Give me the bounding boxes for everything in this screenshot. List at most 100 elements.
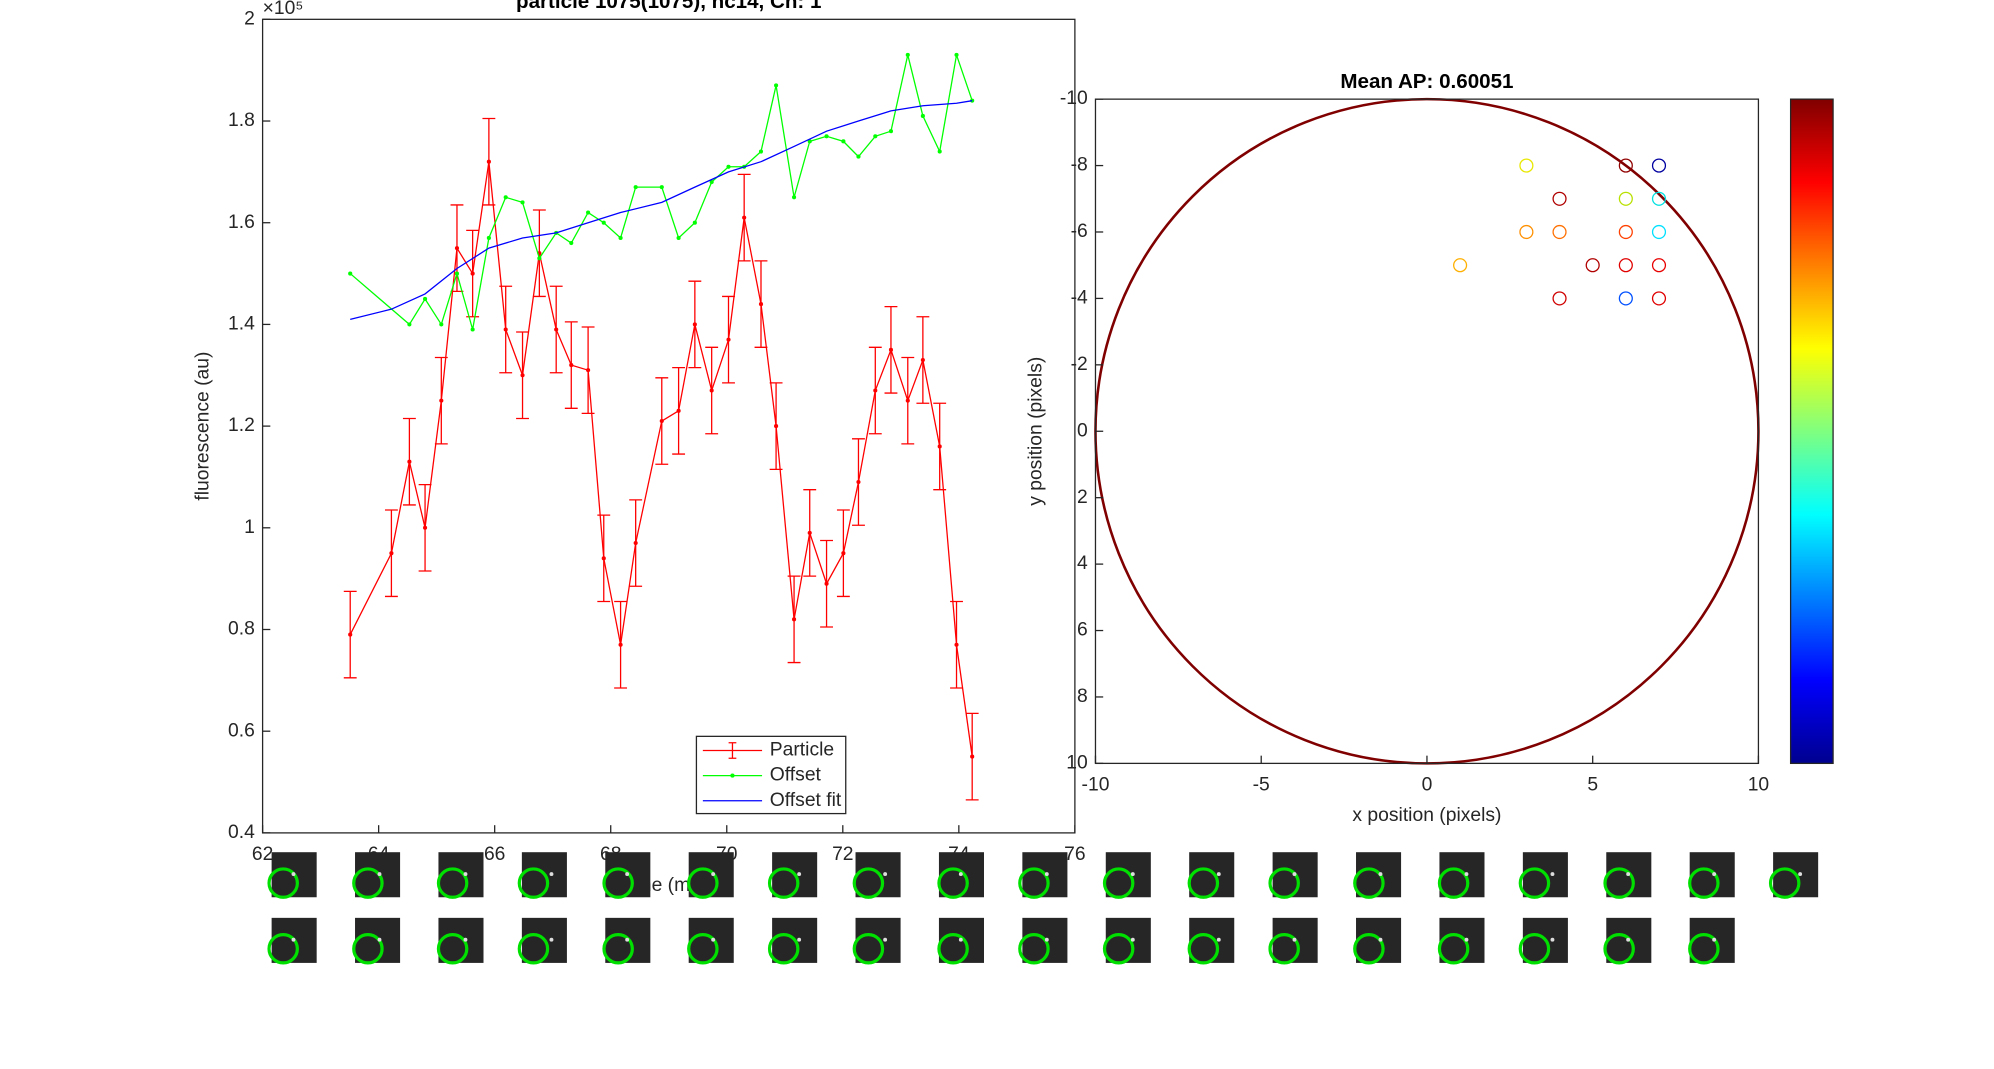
thumbnail: [517, 852, 567, 899]
thumbnail: [937, 917, 984, 965]
y-tick-label: -6: [1071, 221, 1088, 242]
data-point: [659, 185, 664, 190]
thumbnail: [436, 917, 484, 965]
data-point: [792, 617, 797, 622]
data-point: [486, 235, 491, 241]
data-point: [569, 363, 574, 368]
thumbnail-image: [1189, 917, 1235, 963]
thumbnail-spot: [463, 937, 468, 942]
thumbnail: [1437, 852, 1485, 899]
thumbnail-spot: [1378, 872, 1383, 877]
y-tick-label: -4: [1071, 288, 1088, 309]
data-point: [841, 551, 846, 556]
thumbnail-spot: [1044, 937, 1049, 942]
data-point: [954, 52, 959, 57]
thumbnail: [852, 917, 901, 965]
thumbnail: [1688, 917, 1735, 965]
thumbnail-ring: [1603, 932, 1635, 965]
y-axis-label: y position (pixels): [1025, 357, 1046, 506]
thumbnail-image: [1189, 852, 1235, 898]
thumbnail-ring: [1102, 932, 1135, 965]
data-point: [659, 418, 664, 424]
thumbnail-ring: [1187, 932, 1220, 965]
x-tick-label: 0: [1422, 774, 1433, 795]
thumbnail-ring: [1268, 867, 1300, 899]
data-point: [1651, 224, 1667, 240]
thumbnail-ring: [1518, 867, 1551, 899]
data-point: [1651, 191, 1667, 206]
y-tick-label: 6: [1077, 620, 1088, 641]
data-point: [554, 327, 559, 332]
thumbnail: [602, 917, 651, 965]
chart-title: Mean AP: 0.60051: [1340, 70, 1513, 93]
thumbnail-spot: [797, 872, 802, 877]
thumbnail: [1768, 852, 1819, 899]
thumbnail-ring: [1268, 932, 1300, 965]
thumbnail-ring: [852, 867, 885, 899]
data-point: [692, 322, 697, 327]
data-point: [905, 52, 910, 57]
thumbnail-ring: [1603, 867, 1635, 899]
thumbnail: [1437, 917, 1485, 965]
y-tick-label: 1.2: [228, 415, 255, 436]
data-point: [503, 327, 508, 332]
x-tick-label: -10: [1082, 774, 1110, 795]
data-point: [841, 139, 846, 144]
data-point: [1552, 191, 1567, 206]
data-point: [454, 246, 460, 251]
y-tick-label: -8: [1071, 155, 1088, 176]
axes-background: [262, 19, 1075, 833]
x-tick-label: 76: [1064, 844, 1085, 865]
thumbnail-spot: [711, 937, 716, 942]
legend-label: Offset fit: [770, 790, 842, 811]
data-point: [520, 200, 525, 205]
data-point: [709, 179, 714, 185]
data-point: [873, 388, 878, 393]
thumbnail-ring: [1187, 867, 1220, 899]
y-tick-label: 1: [244, 517, 255, 538]
data-point: [389, 551, 394, 556]
thumbnail-image: [688, 917, 734, 963]
data-point: [1519, 158, 1534, 173]
thumbnail: [687, 852, 734, 899]
y-tick-label: 1.8: [228, 110, 255, 131]
thumbnail: [1018, 852, 1068, 899]
thumbnail-spot: [625, 937, 630, 942]
thumbnail-spot: [1378, 937, 1383, 942]
thumbnail-image: [688, 852, 734, 898]
thumbnail-spot: [1798, 872, 1803, 877]
thumbnail-ring: [602, 867, 634, 899]
thumbnail-spot: [1044, 872, 1049, 877]
thumbnail-spot: [1216, 937, 1221, 942]
data-point: [1453, 258, 1468, 273]
thumbnail-ring: [1353, 932, 1385, 965]
y-tick-label: -2: [1071, 354, 1088, 375]
axes-background: [1095, 99, 1759, 764]
data-point: [520, 373, 525, 378]
thumbnail: [1353, 852, 1402, 899]
thumbnail-image: [438, 917, 484, 963]
x-tick-label: 10: [1748, 774, 1769, 795]
data-point: [970, 754, 975, 759]
data-point: [618, 235, 623, 241]
data-point: [873, 134, 878, 139]
data-point: [856, 154, 861, 159]
y-tick-label: 2: [244, 8, 255, 29]
thumbnail: [352, 917, 401, 965]
data-point: [348, 271, 353, 276]
data-point: [407, 322, 412, 327]
data-point: [726, 164, 731, 169]
data-point: [807, 139, 812, 144]
thumbnail-spot: [797, 937, 802, 942]
thumbnail-ring: [436, 932, 469, 965]
thumbnail-spot: [377, 937, 382, 942]
thumbnail-image: [1689, 852, 1735, 898]
data-point: [348, 632, 353, 637]
data-point: [1651, 158, 1667, 173]
data-point: [905, 398, 910, 403]
y-tick-label: 2: [1077, 487, 1088, 508]
data-point: [454, 271, 460, 276]
y-tick-label: 0.8: [228, 619, 255, 640]
legend-label: Offset: [770, 765, 822, 786]
